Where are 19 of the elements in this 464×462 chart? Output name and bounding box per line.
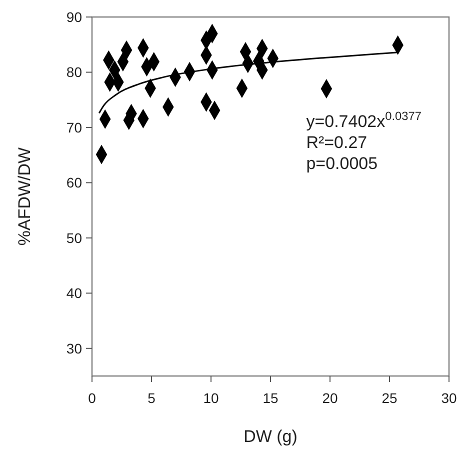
x-tick-label: 15	[262, 390, 278, 406]
y-tick-label: 90	[66, 9, 82, 25]
x-tick-label: 0	[88, 390, 96, 406]
y-tick-label: 70	[66, 119, 82, 136]
y-tick-label: 60	[66, 174, 82, 191]
y-tick-label: 30	[66, 340, 82, 356]
x-tick-label: 5	[148, 390, 156, 406]
x-axis-title: DW (g)	[244, 427, 298, 446]
x-tick-label: 25	[382, 390, 398, 406]
annotation: p=0.0005	[306, 154, 378, 173]
annotation: R²=0.27	[306, 133, 368, 152]
y-tick-label: 40	[66, 285, 82, 302]
x-tick-label: 10	[203, 390, 219, 406]
annotation: y=0.7402x$^{0.0377}$	[306, 109, 422, 131]
x-tick-label: 30	[441, 390, 457, 406]
y-tick-label: 80	[66, 64, 82, 80]
y-tick-label: 50	[66, 230, 82, 246]
x-tick-label: 20	[322, 390, 338, 406]
y-axis-title: %AFDW/DW	[15, 147, 34, 246]
